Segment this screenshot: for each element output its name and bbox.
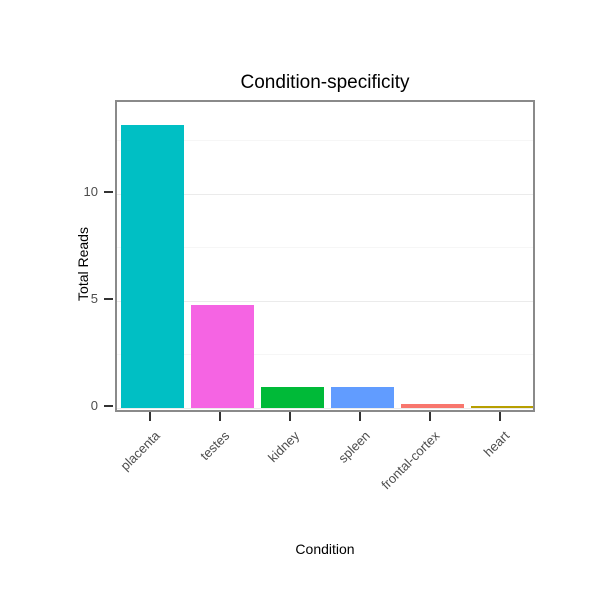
y-axis-title: Total Reads — [74, 227, 91, 301]
y-tick-label: 5 — [90, 291, 98, 306]
chart-title: Condition-specificity — [240, 72, 410, 93]
y-tick — [104, 191, 113, 193]
x-axis-title: Condition — [295, 541, 355, 557]
x-tick — [219, 412, 221, 421]
gridline-minor — [117, 354, 533, 355]
x-tick-label-frontal-cortex: frontal-cortex — [378, 428, 443, 493]
x-tick-label-heart: heart — [481, 428, 513, 460]
x-tick — [359, 412, 361, 421]
bar-testes — [191, 305, 254, 408]
gridline-minor — [117, 140, 533, 141]
bar-kidney — [261, 387, 324, 408]
y-tick — [104, 298, 113, 300]
y-tick-label: 0 — [90, 398, 98, 413]
gridline-major — [117, 408, 533, 409]
x-tick-label-placenta: placenta — [117, 428, 163, 474]
x-tick — [499, 412, 501, 421]
bar-heart — [471, 406, 533, 408]
bar-frontal-cortex — [401, 404, 464, 408]
x-tick — [429, 412, 431, 421]
gridline-major — [117, 301, 533, 302]
bar-spleen — [331, 387, 394, 408]
x-tick-label-testes: testes — [197, 428, 233, 464]
bar-placenta — [121, 125, 184, 408]
x-tick-label-spleen: spleen — [334, 428, 373, 466]
plot-panel — [115, 100, 535, 412]
x-tick — [149, 412, 151, 421]
y-tick-label: 10 — [83, 184, 98, 199]
y-tick — [104, 405, 113, 407]
x-tick — [289, 412, 291, 421]
gridline-major — [117, 194, 533, 195]
x-tick-label-kidney: kidney — [265, 428, 303, 466]
gridline-minor — [117, 247, 533, 248]
